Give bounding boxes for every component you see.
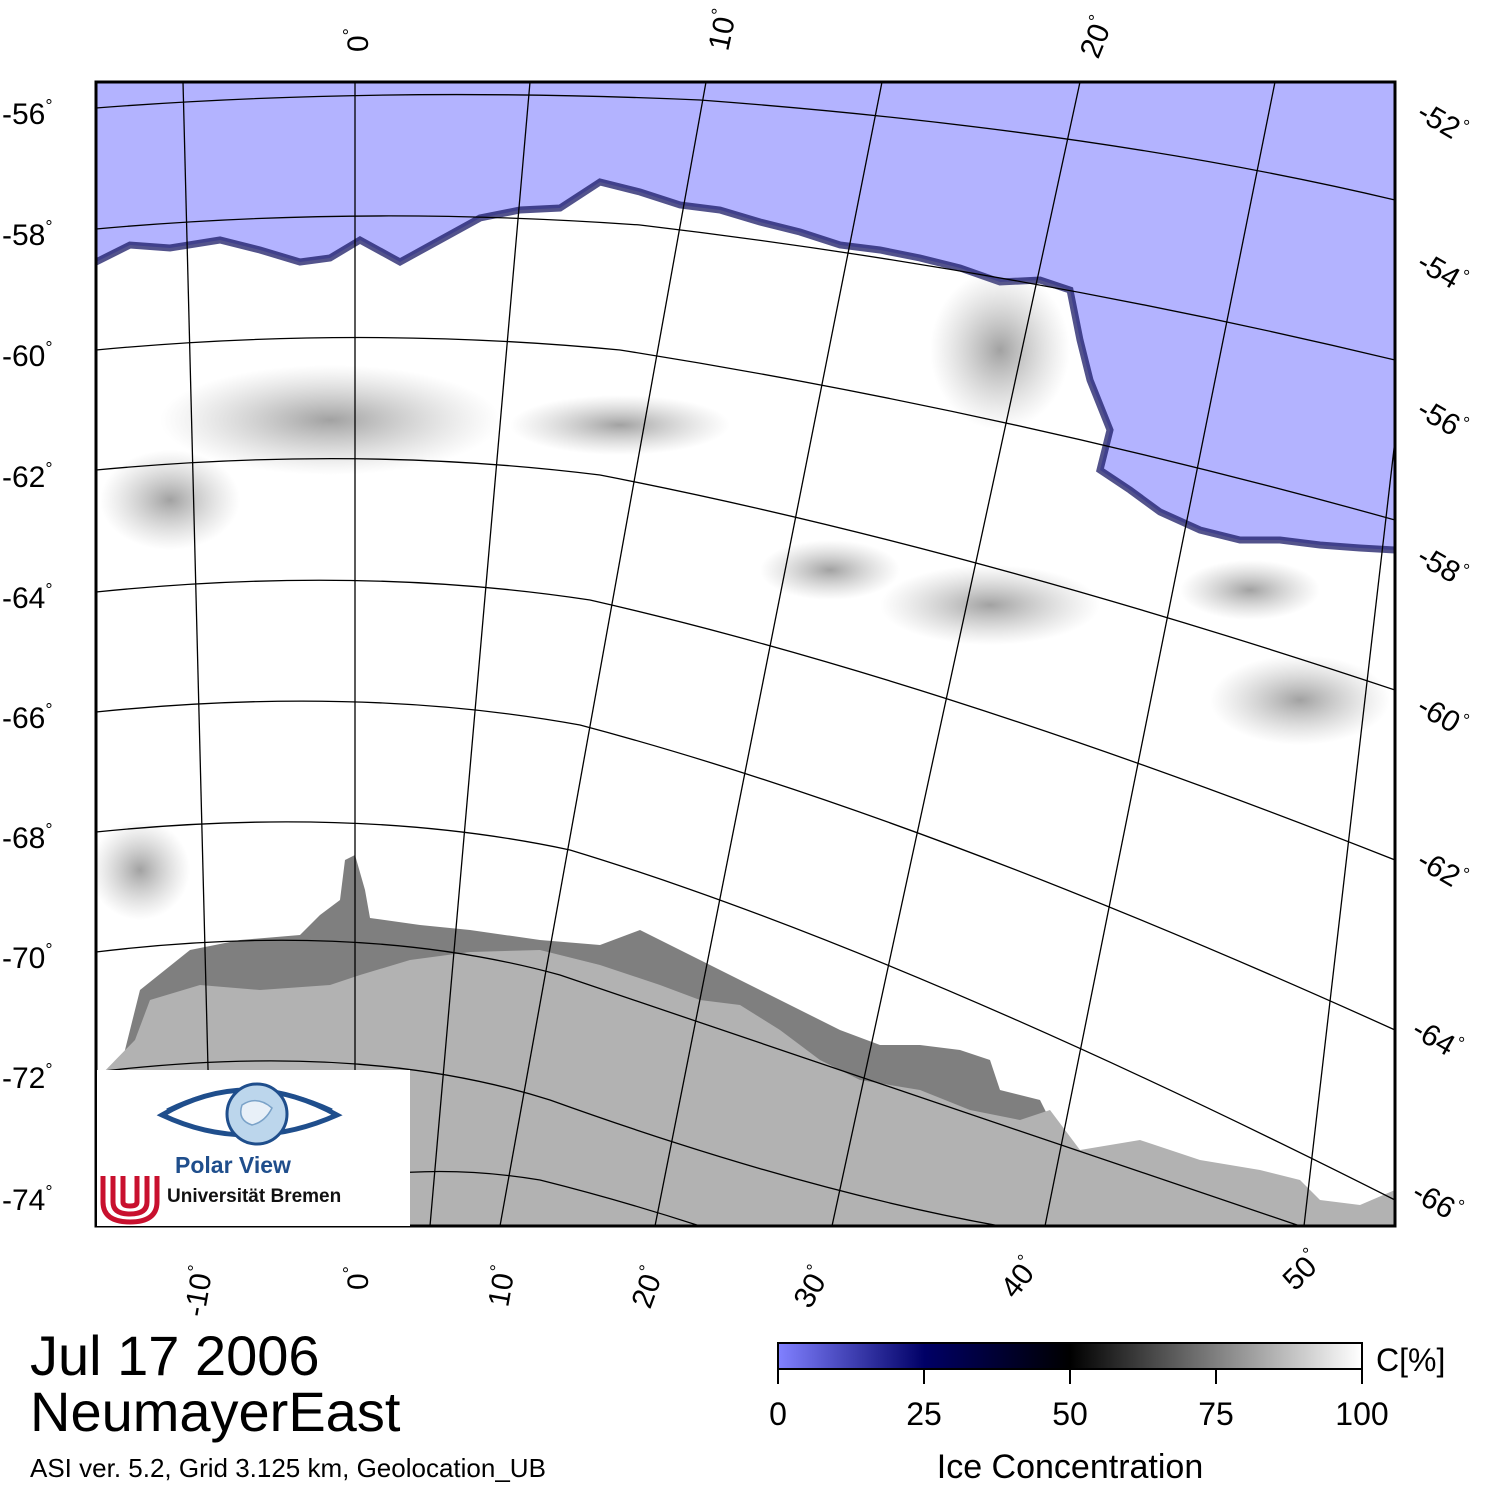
logo-title: Polar View bbox=[175, 1152, 291, 1178]
left-latitude-labels: -56° -58° -60° -62° -64° -66° -68° -70° … bbox=[2, 96, 53, 1217]
colorbar-tick-label: 0 bbox=[769, 1396, 787, 1432]
lon-label-bottom: 30° bbox=[786, 1261, 837, 1314]
lat-label-left: -64° bbox=[2, 580, 53, 615]
lon-label-bottom: 50° bbox=[1275, 1244, 1328, 1297]
lat-label-right: -60° bbox=[1412, 688, 1473, 744]
lon-label-bottom: 0° bbox=[340, 1266, 375, 1290]
colorbar-tick-label: 50 bbox=[1052, 1396, 1088, 1432]
longitude-lines bbox=[182, 82, 1395, 1226]
lon-label-top: 10° bbox=[701, 6, 744, 53]
lon-label-bottom: 20° bbox=[624, 1262, 671, 1312]
lat-label-right: -62° bbox=[1412, 842, 1473, 898]
lat-label-right: -66° bbox=[1407, 1174, 1468, 1230]
lat-label-left: -66° bbox=[2, 700, 53, 735]
lat-label-left: -56° bbox=[2, 96, 53, 131]
lat-label-left: -58° bbox=[2, 217, 53, 252]
top-longitude-labels: 0° 10° 20° bbox=[340, 6, 1120, 63]
colorbar-tick bbox=[1361, 1370, 1363, 1384]
university-seal-icon bbox=[100, 1176, 160, 1225]
lat-label-right: -54° bbox=[1412, 244, 1473, 300]
colorbar-tick-label: 25 bbox=[906, 1396, 942, 1432]
colorbar-tick-label: 100 bbox=[1335, 1396, 1389, 1432]
lon-label-bottom: 40° bbox=[993, 1251, 1046, 1305]
lat-label-left: -72° bbox=[2, 1060, 53, 1095]
lon-label-top: 20° bbox=[1072, 12, 1120, 63]
polar-view-logo: Polar View Universität Bremen bbox=[97, 1070, 410, 1226]
lat-label-left: -62° bbox=[2, 459, 53, 494]
colorbar-tick-label: 75 bbox=[1198, 1396, 1234, 1432]
ice-edge-band bbox=[96, 178, 1395, 554]
low-concentration-patches bbox=[96, 270, 1390, 920]
colorbar-title: Ice Concentration bbox=[936, 1448, 1204, 1486]
colorbar-tick bbox=[1215, 1370, 1217, 1384]
lat-label-right: -52° bbox=[1412, 94, 1473, 150]
right-latitude-labels: -52° -54° -56° -58° -60° -62° -64° -66° bbox=[1407, 94, 1473, 1230]
eye-globe-icon bbox=[156, 1082, 343, 1146]
map-frame bbox=[94, 80, 1397, 1228]
product-info: ASI ver. 5.2, Grid 3.125 km, Geolocation… bbox=[30, 1453, 546, 1483]
antarctic-land bbox=[96, 950, 1395, 1226]
lat-label-left: -68° bbox=[2, 820, 53, 855]
lat-label-right: -64° bbox=[1407, 1011, 1468, 1067]
colorbar bbox=[777, 1342, 1363, 1370]
bottom-longitude-labels: -10° 0° 10° 20° 30° 40° 50° bbox=[176, 1244, 1328, 1320]
lat-label-left: -74° bbox=[2, 1182, 53, 1217]
date-title: Jul 17 2006 bbox=[30, 1324, 320, 1387]
lat-label-left: -60° bbox=[2, 338, 53, 373]
colorbar-tick bbox=[1069, 1370, 1071, 1384]
lon-label-bottom: 10° bbox=[480, 1263, 522, 1309]
latitude-lines bbox=[96, 93, 1395, 1226]
colorbar-tick bbox=[923, 1370, 925, 1384]
colorbar-tick bbox=[777, 1370, 779, 1384]
colorbar-unit: C[%] bbox=[1376, 1342, 1446, 1378]
lon-label-bottom: -10° bbox=[176, 1263, 219, 1319]
region-title: NeumayerEast bbox=[30, 1380, 401, 1443]
lat-label-right: -58° bbox=[1412, 538, 1473, 594]
lat-label-right: -56° bbox=[1412, 391, 1473, 447]
lon-label-top: 0° bbox=[340, 28, 375, 52]
logo-institution: Universität Bremen bbox=[167, 1186, 342, 1207]
lat-label-left: -70° bbox=[2, 940, 53, 975]
